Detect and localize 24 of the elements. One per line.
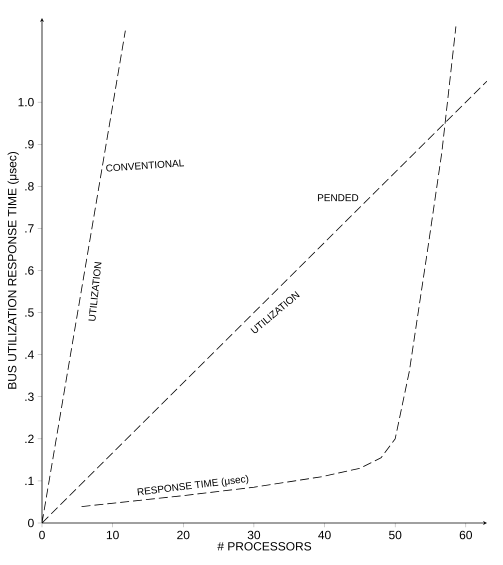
series-label: PENDED [318,194,358,202]
x-tick-label: 30 [248,530,260,540]
y-tick-label: .6 [25,266,34,275]
y-tick-label: .5 [25,308,34,317]
y-tick-label: 1.0 [18,98,34,106]
annotation: UTILIZATION [88,262,102,321]
y-tick-label: .9 [25,140,34,148]
y-tick-label: .7 [25,224,34,233]
y-axis-title: BUS UTILIZATION RESPONSE TIME (μsec) [8,152,19,389]
y-tick-label: .4 [25,350,34,359]
x-tick-label: 0 [39,530,45,540]
y-tick-label: 0 [28,518,34,528]
x-tick-label: 50 [389,530,402,540]
text: RESPONSE TIME (μsec) [137,474,248,496]
x-axis-title: # PROCESSORS [217,542,312,551]
x-tick-label: 20 [177,530,190,540]
series-label: CONVENTIONAL [106,160,184,172]
x-tick-label: 60 [460,530,472,540]
x-tick-label: 10 [106,530,119,540]
y-tick-label: .2 [25,434,34,444]
x-tick-label: 40 [318,530,331,540]
y-tick-label: .1 [25,476,34,486]
y-tick-label: .3 [25,392,34,401]
y-tick-label: .8 [25,182,34,191]
